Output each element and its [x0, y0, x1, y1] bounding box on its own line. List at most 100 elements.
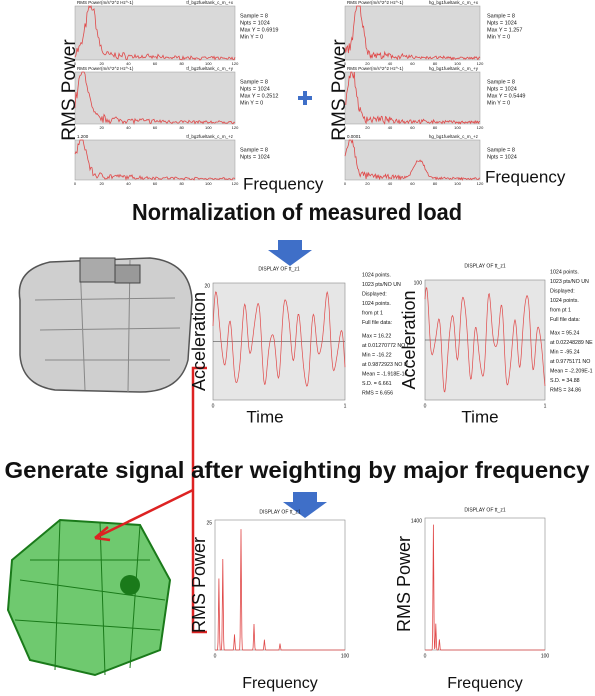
label: hg_bg1fueltank_c_m_+x — [429, 0, 479, 5]
stat-line: Displayed: — [550, 288, 575, 294]
axis-label: Acceleration — [189, 292, 209, 391]
down-arrow — [268, 240, 312, 266]
x-tick-label: 20 — [99, 181, 104, 186]
fe-mesh-image — [8, 520, 170, 675]
stat-line: Mean = -2.209E-1 — [550, 368, 593, 374]
label: RMS Power(m/s^2^2 Hz^-1) — [347, 66, 404, 71]
plot-area — [345, 72, 480, 124]
stat-line: Min Y = 0 — [240, 100, 263, 106]
x-tick-label: 120 — [232, 125, 239, 130]
stat-line: Npts = 1024 — [487, 154, 517, 160]
x-tick-label: 80 — [179, 61, 184, 66]
stat-line: S.D. = 34.88 — [550, 378, 580, 384]
stat-line: Max Y = 1.257 — [487, 27, 522, 33]
label: RMS Power(m/s^2^2 Hz^-1) — [77, 0, 134, 5]
stat-line: Max = 16.22 — [362, 333, 391, 339]
stat-line: Sample = 8 — [487, 79, 515, 85]
stat-line: RMS = 34.86 — [550, 387, 581, 393]
x-tick-label: 40 — [388, 125, 393, 130]
stat-line: from pt 1 — [362, 310, 383, 316]
stat-line: Sample = 8 — [240, 147, 268, 153]
label: DISPLAY OF tt_z1 — [464, 507, 505, 513]
x-tick-label: 40 — [388, 181, 393, 186]
x-tick-label: 80 — [433, 125, 438, 130]
stat-line: 1023 pts/NO UN — [550, 279, 589, 285]
stat-line: 1024 points. — [362, 272, 391, 278]
axis-label: Frequency — [447, 675, 523, 692]
plot-area — [345, 6, 480, 60]
x-tick-label: 100 — [454, 125, 461, 130]
stat-line: Npts = 1024 — [487, 20, 517, 26]
x-tick-label: 100 — [341, 653, 350, 659]
x-tick-label: 100 — [454, 181, 461, 186]
y-tick-label: 20 — [204, 283, 210, 289]
stat-line: Max Y = 0.6919 — [240, 27, 278, 33]
plot-area — [215, 520, 345, 650]
x-tick-label: 0 — [424, 403, 427, 409]
x-tick-label: 60 — [153, 125, 158, 130]
axis-label: Frequency — [485, 167, 566, 186]
fuel-tank-image — [19, 258, 192, 392]
stat-line: from pt 1 — [550, 307, 571, 313]
label: RMS Power(m/s^2^2 Hz^-1) — [347, 0, 404, 5]
stat-line: Npts = 1024 — [240, 154, 270, 160]
label: DISPLAY OF tt_z1 — [259, 509, 300, 515]
y-tick-label: 25 — [206, 520, 212, 526]
stat-line: Max = 95.24 — [550, 330, 579, 336]
axis-label: RMS Power — [329, 39, 350, 141]
x-tick-label: 100 — [205, 181, 212, 186]
x-tick-label: 80 — [179, 181, 184, 186]
label: hg_bg1fueltank_c_m_+z — [429, 134, 479, 139]
x-tick-label: 0 — [212, 403, 215, 409]
x-tick-label: 60 — [153, 61, 158, 66]
y-tick-label: 1400 — [411, 518, 422, 524]
x-tick-label: 60 — [410, 125, 415, 130]
stat-line: S.D. = 6.661 — [362, 381, 392, 387]
axis-label: Time — [461, 407, 498, 426]
axis-label: RMS Power — [189, 537, 209, 633]
y-tick-label: 100 — [414, 280, 423, 286]
stat-line: Sample = 8 — [240, 79, 268, 85]
label: tf_bg2fueltank_c_m_+x — [186, 0, 233, 5]
x-tick-label: 20 — [365, 181, 370, 186]
stat-line: Displayed: — [362, 291, 387, 297]
axis-label: Frequency — [242, 675, 318, 692]
x-tick-label: 60 — [410, 61, 415, 66]
x-tick-label: 120 — [477, 181, 484, 186]
x-tick-label: 1 — [544, 403, 547, 409]
axis-label: RMS Power — [394, 536, 414, 632]
axis-label: RMS Power — [59, 39, 80, 141]
figure: RMS Power(m/s^2^2 Hz^-1) tf_bg2fueltank_c… — [0, 0, 595, 696]
label: tf_bg2fueltank_c_m_+y — [186, 66, 233, 71]
stat-line: Full file data: — [550, 317, 580, 323]
stat-line: RMS = 6.656 — [362, 390, 393, 396]
label: tf_bg2fueltank_c_m_+z — [186, 134, 233, 139]
label: hg_bg1fueltank_c_m_+y — [429, 66, 479, 71]
stat-line: Max Y = 0.2512 — [240, 93, 278, 99]
x-tick-label: 80 — [179, 125, 184, 130]
heading: Generate signal after weighting by major… — [5, 457, 590, 483]
stat-line: Min Y = 0 — [240, 34, 263, 40]
stat-line: Min = -95.24 — [550, 349, 580, 355]
label: DISPLAY OF tt_z1 — [258, 266, 299, 272]
stat-line: Full file data: — [362, 320, 392, 326]
stat-line: Sample = 8 — [487, 147, 515, 153]
stat-line: Npts = 1024 — [240, 20, 270, 26]
x-tick-label: 20 — [99, 125, 104, 130]
stat-line: Max Y = 0.5449 — [487, 93, 525, 99]
stat-line: 1024 points. — [550, 298, 579, 304]
plus-sign — [298, 91, 312, 105]
x-tick-label: 40 — [126, 181, 131, 186]
stat-line: at 0.9775171 NO — [550, 359, 590, 365]
x-tick-label: 0 — [74, 181, 77, 186]
stat-line: Min = -16.22 — [362, 352, 392, 358]
stat-line: 1023 pts/NO UN — [362, 282, 401, 288]
x-tick-label: 100 — [205, 125, 212, 130]
x-tick-label: 20 — [365, 125, 370, 130]
x-tick-label: 0 — [424, 653, 427, 659]
x-tick-label: 0 — [344, 181, 347, 186]
label: RMS Power(m/s^2^2 Hz^-1) — [77, 66, 134, 71]
stat-line: Npts = 1024 — [487, 86, 517, 92]
x-tick-label: 0 — [214, 653, 217, 659]
stat-line: 1024 points. — [550, 269, 579, 275]
